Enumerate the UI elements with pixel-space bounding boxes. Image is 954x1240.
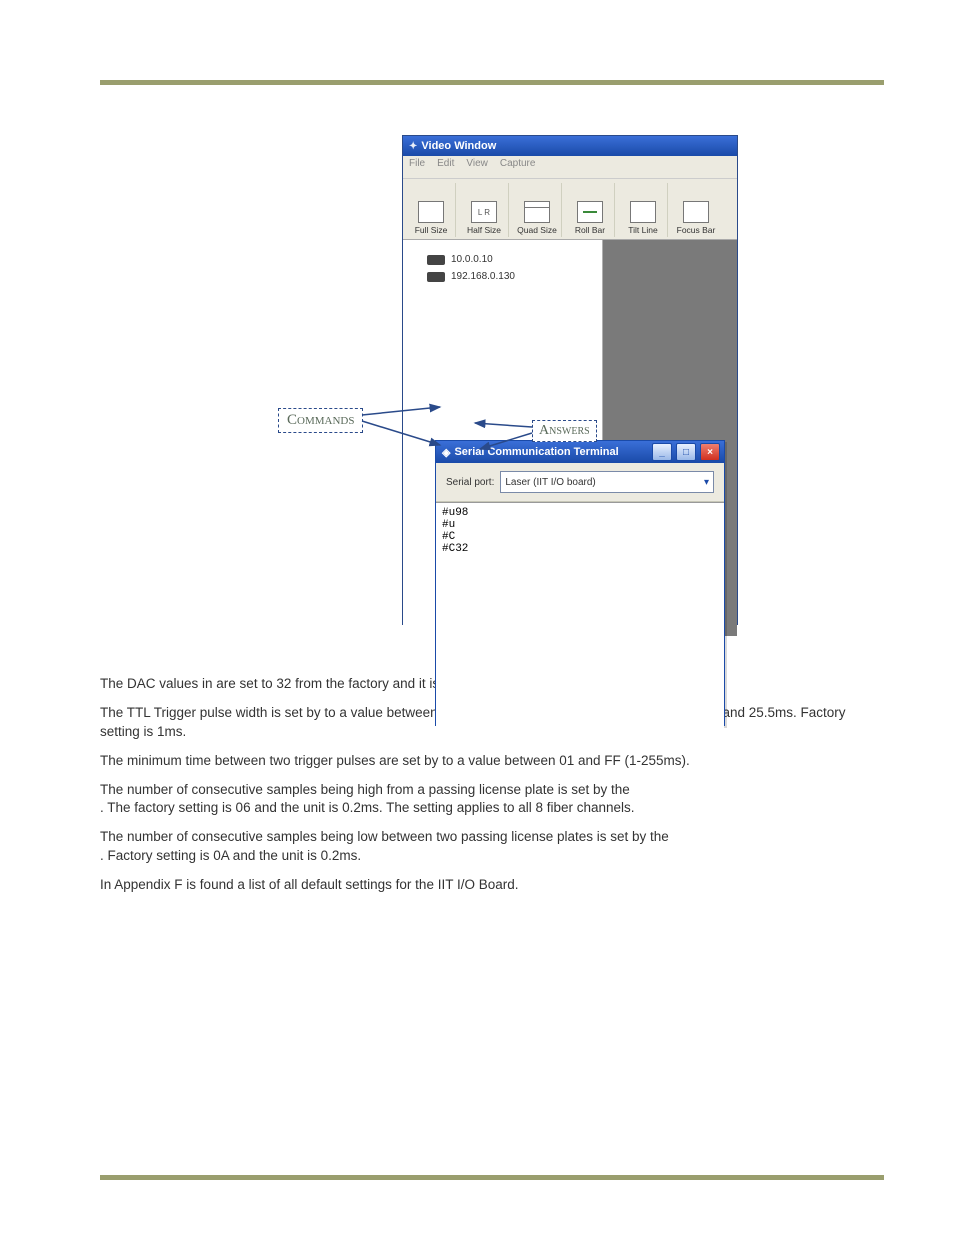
quad-size-icon [524,201,550,223]
serial-port-label: Serial port: [446,477,494,488]
focus-bar-icon [683,201,709,223]
serial-port-row: Serial port: Laser (IIT I/O board) ▾ [436,463,724,502]
toolbar: Full Size L R Half Size Quad Size Roll B… [403,178,737,240]
full-size-icon [418,201,444,223]
menu-file[interactable]: File [409,158,425,176]
top-rule [100,80,884,85]
menu-bar[interactable]: File Edit View Capture [403,156,737,178]
tool-roll-bar[interactable]: Roll Bar [566,183,615,237]
serial-app-icon: ◈ [442,446,450,459]
terminal-output[interactable]: #u98 #u #C #C32 [436,502,724,730]
serial-port-select[interactable]: Laser (IIT I/O board) ▾ [500,471,714,493]
maximize-button[interactable]: □ [676,443,696,461]
answers-callout: Answers [532,420,597,442]
paragraph: The minimum time between two trigger pul… [100,752,884,771]
tool-full-size[interactable]: Full Size [407,183,456,237]
commands-callout: Commands [278,408,363,433]
minimize-button[interactable]: _ [652,443,672,461]
menu-capture[interactable]: Capture [500,158,536,176]
tool-quad-size[interactable]: Quad Size [513,183,562,237]
paragraph: The number of consecutive samples being … [100,828,884,866]
video-window-titlebar[interactable]: ✦ Video Window [403,136,737,156]
figure: Commands ✦ Video Window File Edit View C… [100,135,884,655]
video-window-title: Video Window [421,140,496,152]
paragraph: In Appendix F is found a list of all def… [100,876,884,895]
serial-window: ◈ Serial Communication Terminal _ □ × Se… [435,440,725,726]
tree-item[interactable]: 192.168.0.130 [427,271,596,282]
chevron-down-icon: ▾ [704,477,709,488]
paragraph: The number of consecutive samples being … [100,781,884,819]
menu-edit[interactable]: Edit [437,158,454,176]
tool-half-size[interactable]: L R Half Size [460,183,509,237]
bottom-rule [100,1175,884,1180]
serial-titlebar[interactable]: ◈ Serial Communication Terminal _ □ × [436,441,724,463]
app-icon: ✦ [409,141,417,152]
close-button[interactable]: × [700,443,720,461]
tool-tilt-line[interactable]: Tilt Line [619,183,668,237]
video-window: ✦ Video Window File Edit View Capture Fu… [402,135,738,625]
tilt-line-icon [630,201,656,223]
roll-bar-icon [577,201,603,223]
tree-item[interactable]: 10.0.0.10 [427,254,596,265]
serial-window-title: Serial Communication Terminal [454,446,618,458]
menu-view[interactable]: View [466,158,488,176]
half-size-icon: L R [471,201,497,223]
tool-focus-bar[interactable]: Focus Bar [672,183,720,237]
